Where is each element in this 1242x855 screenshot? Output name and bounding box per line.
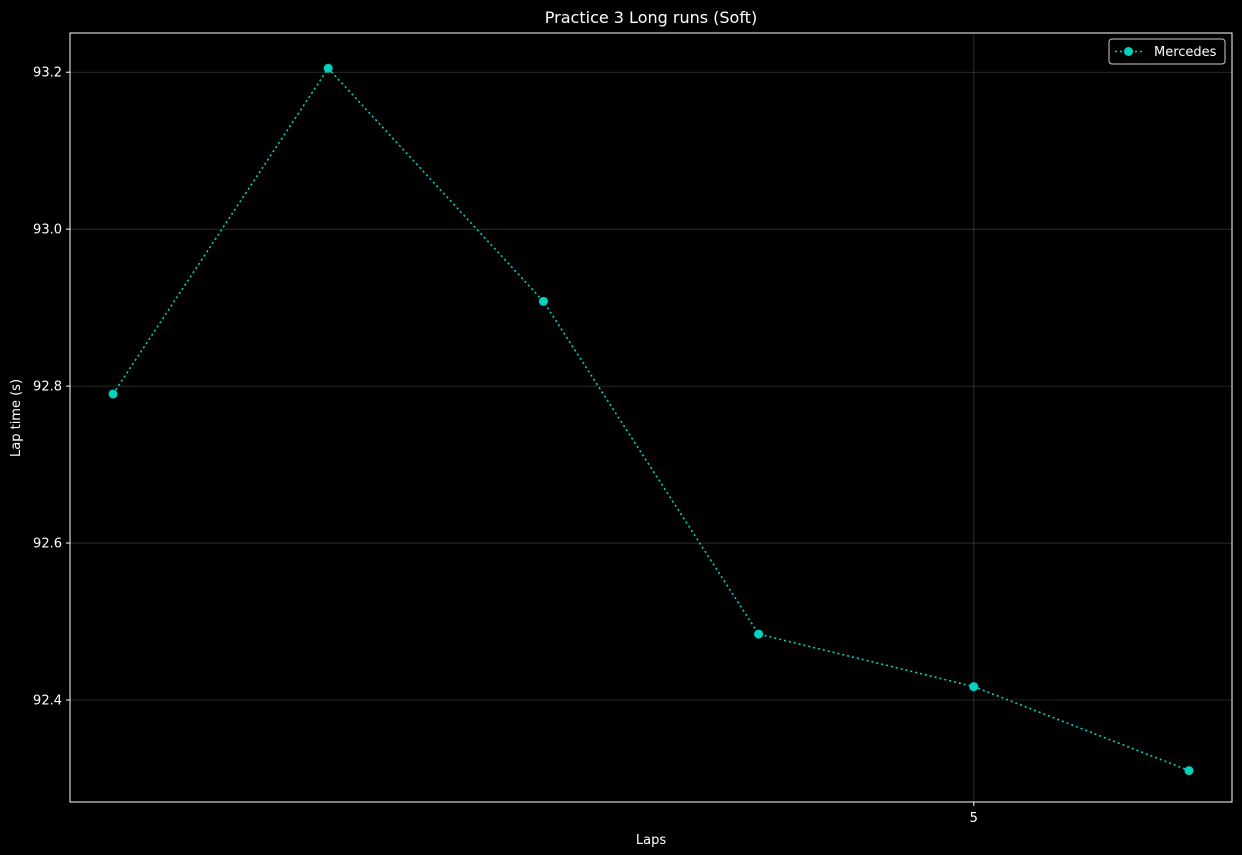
y-tick-label: 93.0 [33,223,62,238]
y-axis-label: Lap time (s) [9,379,24,457]
series-line [112,67,1190,772]
legend-label: Mercedes [1154,45,1217,60]
data-point [538,296,548,306]
plot-frame [69,32,1233,803]
data-point [108,389,118,399]
x-axis-label: Laps [636,833,666,848]
data-point [754,629,764,639]
data-point [969,682,979,692]
legend-marker [1124,47,1133,56]
series [108,63,1194,776]
y-tick-label: 93.2 [33,66,62,81]
y-tick-label: 92.8 [33,380,62,395]
data-point [1184,766,1194,776]
x-tick-label: 5 [970,811,978,826]
data-point [323,63,333,73]
legend-box [1108,38,1226,65]
grid [70,33,1232,802]
chart-title: Practice 3 Long runs (Soft) [545,8,757,27]
legend: Mercedes [1108,38,1226,65]
y-tick-label: 92.6 [33,537,62,552]
axes: 92.4 92.6 92.8 93.0 93.2 5 [33,66,978,826]
y-tick-label: 92.4 [33,693,62,708]
